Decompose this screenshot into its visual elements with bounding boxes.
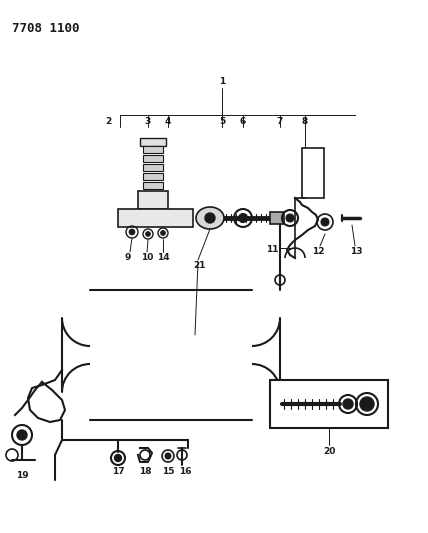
Text: 15: 15 <box>162 467 174 477</box>
Bar <box>143 173 163 180</box>
Text: 12: 12 <box>312 247 324 256</box>
Text: 5: 5 <box>219 117 225 126</box>
Text: 16: 16 <box>179 467 191 477</box>
Text: 21: 21 <box>194 261 206 270</box>
Text: 11: 11 <box>266 245 278 254</box>
Bar <box>270 212 284 224</box>
Text: 10: 10 <box>141 254 153 262</box>
Circle shape <box>360 397 374 411</box>
Ellipse shape <box>196 207 224 229</box>
Circle shape <box>286 214 294 222</box>
Bar <box>302 148 324 198</box>
Circle shape <box>17 430 27 440</box>
Text: 20: 20 <box>323 448 335 456</box>
Bar <box>140 138 166 146</box>
Bar <box>143 182 163 189</box>
Text: 3: 3 <box>145 117 151 126</box>
Text: 7: 7 <box>277 117 283 126</box>
Circle shape <box>205 213 215 223</box>
Bar <box>143 146 163 153</box>
Text: 9: 9 <box>125 254 131 262</box>
Circle shape <box>343 399 353 409</box>
Circle shape <box>129 229 135 235</box>
Text: 2: 2 <box>105 117 111 126</box>
Circle shape <box>165 453 171 459</box>
Circle shape <box>146 231 151 237</box>
Bar <box>143 155 163 162</box>
Circle shape <box>115 455 122 462</box>
Text: 18: 18 <box>139 467 151 477</box>
Circle shape <box>160 230 166 236</box>
Text: 4: 4 <box>165 117 171 126</box>
Text: 19: 19 <box>16 471 28 480</box>
Text: 6: 6 <box>240 117 246 126</box>
Text: 13: 13 <box>350 247 362 256</box>
Text: 17: 17 <box>112 467 124 477</box>
Circle shape <box>238 214 247 222</box>
Bar <box>143 164 163 171</box>
Bar <box>138 191 168 209</box>
Circle shape <box>321 218 329 226</box>
Text: 7708 1100: 7708 1100 <box>12 22 80 35</box>
Bar <box>270 380 388 428</box>
Text: 14: 14 <box>157 254 169 262</box>
Text: 1: 1 <box>219 77 225 86</box>
Text: 8: 8 <box>302 117 308 126</box>
Bar <box>118 209 193 227</box>
